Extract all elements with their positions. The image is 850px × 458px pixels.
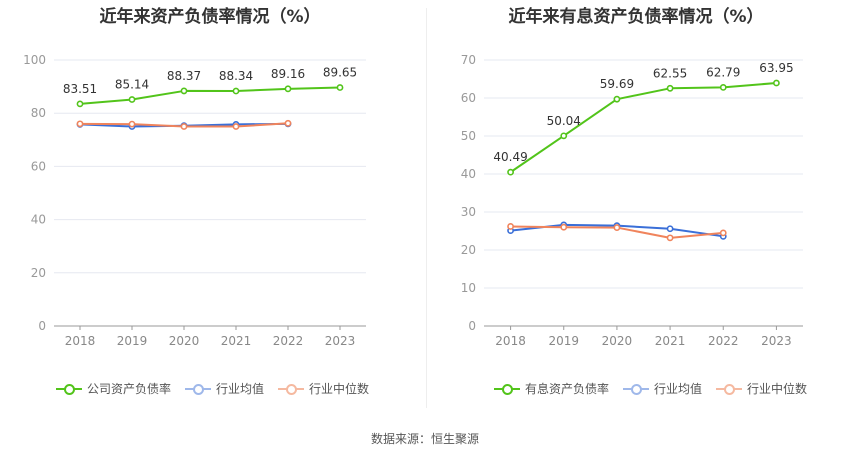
- data-point: [719, 83, 727, 91]
- data-label: 63.95: [759, 61, 793, 75]
- data-point: [613, 95, 621, 103]
- y-tick-label: 40: [31, 213, 46, 227]
- data-point: [336, 84, 344, 91]
- x-tick-label: 2021: [221, 334, 252, 348]
- y-tick-label: 60: [461, 91, 476, 105]
- data-point: [719, 229, 727, 237]
- legend-swatch-icon: [623, 383, 650, 395]
- x-tick-label: 2018: [495, 334, 526, 348]
- data-point: [284, 85, 292, 93]
- legend-dot: [286, 383, 298, 395]
- x-tick-label: 2022: [708, 334, 739, 348]
- x-tick-label: 2019: [548, 334, 579, 348]
- data-point: [507, 168, 514, 176]
- y-tick-label: 20: [31, 266, 46, 280]
- legend-left: 公司资产负债率 行业均值 行业中位数: [56, 380, 369, 397]
- legend-label: 行业中位数: [309, 382, 370, 396]
- series-line: [79, 86, 341, 105]
- legend-dot: [631, 383, 643, 395]
- legend-dot: [502, 383, 513, 395]
- legend-swatch-icon: [278, 383, 305, 395]
- data-point: [76, 120, 84, 128]
- data-point: [232, 87, 240, 95]
- legend-dot: [724, 383, 736, 395]
- legend-item-industry-median[interactable]: 行业中位数: [278, 380, 369, 397]
- data-point: [507, 223, 514, 230]
- legend-item-industry-median[interactable]: 行业中位数: [716, 380, 807, 397]
- legend-swatch-icon: [716, 383, 743, 395]
- chart-right: 0 10 20 30 40 50 60 70 2018 2019 2020 2021 2022 2023 4…: [461, 53, 803, 348]
- data-label: 83.51: [63, 82, 97, 96]
- x-tick-label: 2023: [325, 334, 356, 348]
- legend-item-industry-avg[interactable]: 行业均值: [185, 380, 264, 397]
- data-point: [560, 132, 568, 140]
- data-point: [128, 96, 136, 103]
- legend-dot: [193, 383, 205, 395]
- y-tick-label: 40: [461, 167, 476, 181]
- legend-swatch-icon: [56, 383, 82, 395]
- legend-item-company[interactable]: 公司资产负债率: [56, 380, 171, 397]
- data-label: 89.65: [323, 66, 357, 80]
- legend-swatch-icon: [185, 383, 212, 395]
- x-tick-label: 2023: [761, 334, 792, 348]
- x-tick-label: 2019: [117, 334, 148, 348]
- x-tick-label: 2020: [169, 334, 200, 348]
- y-tick-label: 80: [31, 106, 46, 120]
- data-label: 62.79: [706, 65, 740, 79]
- legend-label: 公司资产负债率: [87, 382, 172, 396]
- y-tick-label: 10: [461, 281, 476, 295]
- data-label: 89.16: [271, 67, 305, 81]
- data-point: [773, 79, 780, 87]
- legend-swatch-icon: [494, 383, 520, 395]
- data-source-note: 数据来源：恒生聚源: [370, 432, 479, 446]
- data-label: 40.49: [493, 150, 527, 164]
- data-label: 88.34: [219, 69, 253, 83]
- data-point: [666, 234, 674, 242]
- data-point: [128, 120, 136, 128]
- y-tick-label: 100: [23, 53, 46, 67]
- data-point: [180, 123, 188, 130]
- data-point: [613, 224, 621, 231]
- y-tick-label: 50: [461, 129, 476, 143]
- legend-label: 行业中位数: [747, 382, 808, 396]
- data-point: [666, 225, 674, 233]
- y-tick-label: 0: [468, 319, 476, 333]
- y-tick-label: 30: [461, 205, 476, 219]
- y-tick-label: 70: [461, 53, 476, 67]
- data-label: 59.69: [600, 77, 634, 91]
- legend-right: 有息资产负债率 行业均值 行业中位数: [494, 380, 807, 397]
- data-point: [560, 223, 568, 231]
- data-point: [180, 87, 188, 95]
- panel-divider: [426, 8, 427, 408]
- data-label: 62.55: [653, 66, 687, 80]
- chart-left: 0 20 40 60 80 100 2018 2019 2020 2021 2022 2023 83.5…: [23, 53, 366, 348]
- legend-dot: [64, 383, 75, 395]
- data-point: [666, 84, 674, 92]
- legend-label: 行业均值: [654, 382, 703, 396]
- chart-title-left: 近年来资产负债率情况（%）: [99, 7, 321, 27]
- data-label: 85.14: [115, 78, 149, 92]
- data-label: 88.37: [167, 69, 201, 83]
- x-tick-label: 2021: [655, 334, 686, 348]
- x-tick-label: 2020: [602, 334, 633, 348]
- data-point: [232, 123, 240, 130]
- legend-label: 有息资产负债率: [525, 382, 610, 396]
- chart-title-right: 近年来有息资产负债率情况（%）: [508, 7, 764, 27]
- legend-item-industry-avg[interactable]: 行业均值: [623, 380, 702, 397]
- y-tick-label: 20: [461, 243, 476, 257]
- data-point: [76, 100, 84, 108]
- x-tick-label: 2018: [65, 334, 96, 348]
- legend-label: 行业均值: [216, 382, 265, 396]
- data-label: 50.04: [547, 114, 581, 128]
- series-line: [510, 81, 777, 173]
- legend-item-interest-bearing[interactable]: 有息资产负债率: [494, 380, 609, 397]
- y-tick-label: 0: [38, 319, 46, 333]
- y-tick-label: 60: [31, 159, 46, 173]
- x-tick-label: 2022: [273, 334, 304, 348]
- data-point: [284, 119, 292, 127]
